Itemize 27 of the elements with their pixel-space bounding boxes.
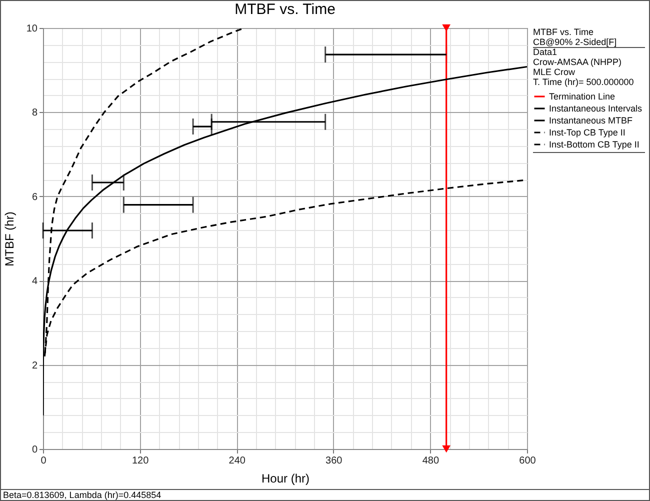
x-tick-label: 480	[422, 456, 440, 466]
legend-label: Termination Line	[549, 92, 616, 102]
legend-label: Instantaneous MTBF	[549, 116, 634, 126]
legend-label: Inst-Bottom CB Type II	[549, 140, 640, 150]
x-tick-label: 600	[519, 456, 536, 466]
y-tick-label: 10	[26, 24, 38, 34]
y-tick-label: 6	[32, 192, 38, 203]
chart-title: MTBF vs. Time	[234, 1, 336, 18]
x-tick-label: 240	[228, 456, 246, 466]
text: T. Time (hr)= 500.000000	[533, 77, 634, 87]
text: Data1	[533, 47, 558, 57]
text: MTBF vs. Time	[533, 27, 594, 37]
legend-label: Instantaneous Intervals	[549, 104, 643, 114]
x-tick-label: 120	[132, 456, 150, 466]
y-axis-title: MTBF (hr)	[2, 212, 16, 266]
legend-title: CB@90% 2-Sided[F]	[533, 37, 617, 47]
y-tick-label: 2	[32, 360, 38, 372]
text: Crow-AMSAA (NHPP)	[533, 57, 622, 67]
x-tick-label: 360	[326, 456, 343, 466]
x-axis-title: Hour (hr)	[261, 472, 310, 486]
x-tick-label: 0	[40, 456, 47, 466]
text: Beta=0.813609, Lambda (hr)=0.445854	[1, 489, 649, 500]
y-tick-label: 4	[32, 276, 38, 288]
text: MLE Crow	[533, 67, 576, 77]
legend-label: Inst-Top CB Type II	[549, 128, 626, 138]
y-tick-label: 8	[32, 108, 38, 119]
y-tick-label: 0	[32, 444, 38, 456]
